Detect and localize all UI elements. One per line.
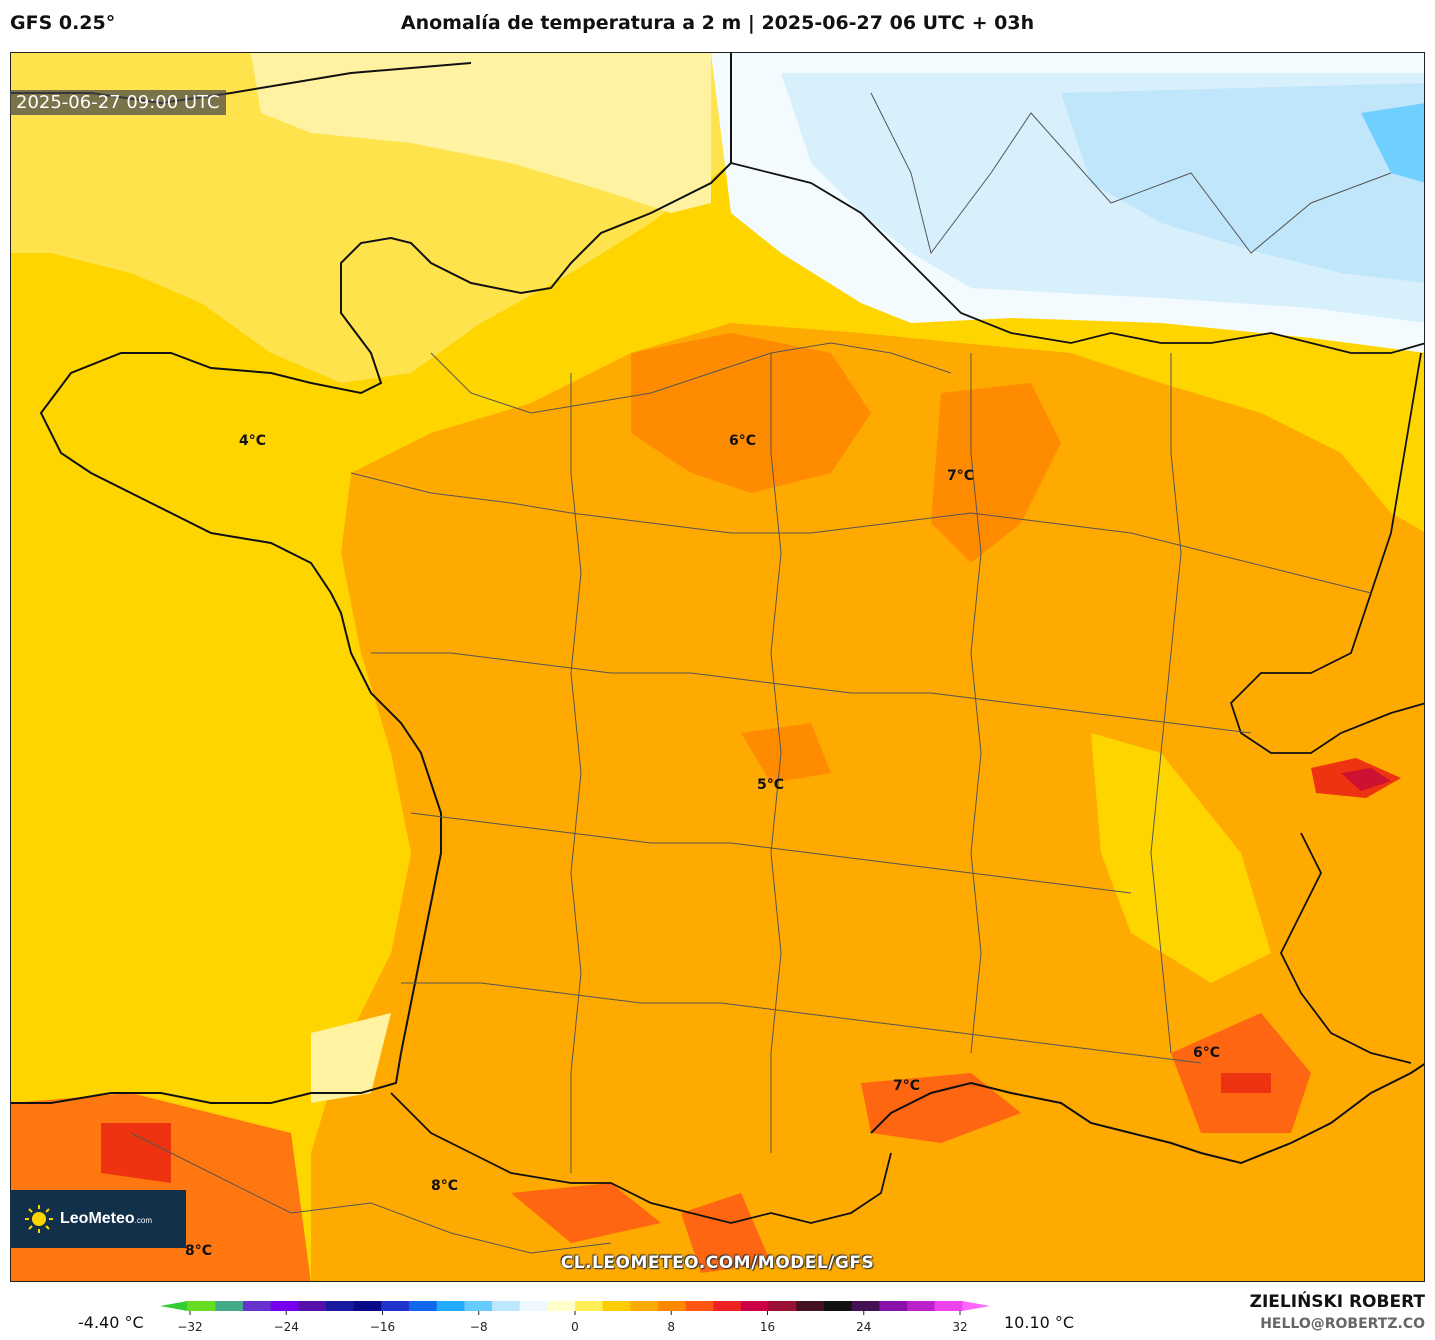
colorbar-tick-label: −8: [470, 1320, 488, 1334]
colorbar-segment: [187, 1301, 216, 1311]
map-title: Anomalía de temperatura a 2 m | 2025-06-…: [400, 12, 1035, 34]
colorbar-tick-label: 8: [667, 1320, 675, 1334]
colorbar-segment: [381, 1301, 410, 1311]
colorbar-segment: [547, 1301, 576, 1311]
colorbar-max-arrow: [962, 1301, 990, 1311]
label-central: 5°C: [757, 777, 784, 793]
field-orange-dark-2: [931, 383, 1061, 563]
colorbar-segment: [215, 1301, 244, 1311]
colorbar-segment: [879, 1301, 908, 1311]
field-languedoc-red: [861, 1073, 1021, 1143]
colorbar-tick-label: 32: [952, 1320, 967, 1334]
site-watermark: CL.LEOMETEO.COM/MODEL/GFS: [560, 1253, 875, 1273]
field-cold-blue: [1061, 83, 1424, 283]
valid-time-badge: 2025-06-27 09:00 UTC: [10, 90, 226, 115]
colorbar-min-arrow: [160, 1301, 188, 1311]
border-spain: [390, 1092, 892, 1224]
author-email: HELLO@ROBERTZ.CO: [1260, 1316, 1425, 1332]
colorbar-tick-label: 24: [856, 1320, 871, 1334]
label-provence: 6°C: [1193, 1045, 1220, 1061]
colorbar-segment: [519, 1301, 548, 1311]
field-white-north: [251, 53, 711, 213]
label-pyrenees: 8°C: [431, 1178, 458, 1194]
field-south-red-2: [101, 1123, 171, 1183]
colorbar-segment: [768, 1301, 797, 1311]
colorbar-segment: [298, 1301, 327, 1311]
colorbar-segment: [270, 1301, 299, 1311]
colorbar-segment: [934, 1301, 963, 1311]
border-germany: [1229, 352, 1424, 754]
colorbar-segment: [353, 1301, 382, 1311]
coastline-france-north: [11, 53, 732, 1104]
sun-icon: [25, 1205, 53, 1233]
label-spain-west: 8°C: [185, 1243, 212, 1259]
colorbar-min-label: -4.40 °C: [78, 1313, 144, 1332]
colorbar-segment: [658, 1301, 687, 1311]
leometeo-logo[interactable]: LeoMeteo.com: [10, 1190, 186, 1248]
colorbar-segment: [630, 1301, 659, 1311]
colorbar-tick-label: 16: [760, 1320, 775, 1334]
label-brittany: 4°C: [239, 433, 266, 449]
colorbar-segment: [907, 1301, 936, 1311]
colorbar-segment: [436, 1301, 465, 1311]
colorbar-tick-label: −32: [177, 1320, 202, 1334]
colorbar-segment: [824, 1301, 853, 1311]
field-alps-yellow: [1091, 733, 1271, 983]
colorbar-segment: [326, 1301, 355, 1311]
border-belgium: [730, 162, 1424, 354]
colorbar: −32 −24 −16 −8 0 8 16 24 32: [160, 1301, 990, 1334]
colorbar-max-label: 10.10 °C: [1004, 1313, 1075, 1332]
region-borders: [130, 92, 1392, 1254]
colorbar-segment: [741, 1301, 770, 1311]
colorbar-segment: [243, 1301, 272, 1311]
colorbar-segment: [602, 1301, 631, 1311]
colorbar-tick-label: −16: [370, 1320, 395, 1334]
field-cold-deep: [1361, 103, 1424, 183]
field-orange-dark-1: [631, 333, 871, 493]
colorbar-tick-label: 0: [571, 1320, 579, 1334]
coastline-mediterranean: [870, 1063, 1424, 1165]
label-languedoc: 7°C: [893, 1078, 920, 1094]
colorbar-tick-label: −24: [274, 1320, 299, 1334]
label-paris: 6°C: [729, 433, 756, 449]
field-orange-main: [311, 323, 1424, 1281]
colorbar-segment: [575, 1301, 604, 1311]
colorbar-segment: [409, 1301, 438, 1311]
colorbar-segment: [492, 1301, 521, 1311]
colorbar-segment: [685, 1301, 714, 1311]
field-orange-dark-3: [741, 723, 831, 783]
field-alps-deep: [1341, 768, 1391, 791]
logo-text: LeoMeteo.com: [60, 1210, 153, 1227]
field-pyrenees-red: [511, 1183, 661, 1243]
map-area[interactable]: 4°C 6°C 7°C 5°C 7°C 6°C 8°C 8°C: [10, 52, 1425, 1282]
field-atlantic-pale: [311, 1013, 391, 1103]
field-provence-red-dark: [1221, 1073, 1271, 1093]
field-atlantic-yellow: [11, 523, 411, 1153]
author-name: ZIELIŃSKI ROBERT: [1249, 1292, 1425, 1312]
model-label: GFS 0.25°: [10, 12, 116, 34]
colorbar-segment: [851, 1301, 880, 1311]
border-italy: [1279, 832, 1412, 1064]
colorbar-segment: [713, 1301, 742, 1311]
anomaly-map: 4°C 6°C 7°C 5°C 7°C 6°C 8°C 8°C: [11, 53, 1424, 1281]
colorbar-segment: [464, 1301, 493, 1311]
colorbar-segment: [796, 1301, 825, 1311]
label-champagne: 7°C: [947, 468, 974, 484]
field-pyrenees-east-red: [681, 1193, 771, 1273]
